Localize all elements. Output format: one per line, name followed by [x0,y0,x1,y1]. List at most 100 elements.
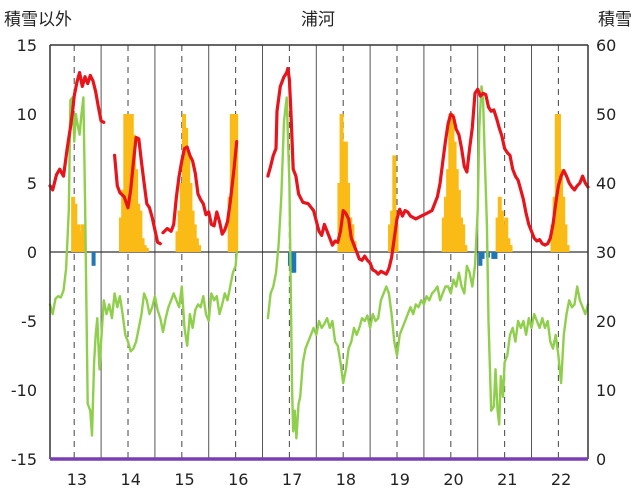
bar-blue-5 [480,252,485,259]
bar-orange-2 [75,224,80,252]
bar-orange-53 [456,189,461,252]
bar-orange-57 [495,217,500,252]
chart-title: 浦河 [301,10,335,30]
bar-blue-2 [290,252,295,273]
left-tick-label-5: -10 [11,381,37,400]
bar-orange-64 [550,224,555,252]
bar-orange-14 [136,203,141,252]
bar-orange-15 [138,210,143,252]
bar-orange-3 [78,231,83,252]
bar-orange-58 [497,196,502,252]
x-tick-label-0: 13 [67,470,87,489]
bar-orange-43 [390,210,395,252]
series-red-line-2 [161,140,239,236]
bar-orange-1 [73,203,78,252]
bar-orange-0 [71,196,76,252]
bar-blue-0 [91,252,96,266]
bar-orange-66 [554,114,559,252]
bar-orange-52 [454,169,459,252]
bar-orange-21 [179,183,184,252]
left-axis-label: 積雪以外 [4,10,72,30]
bar-orange-4 [80,224,85,252]
right-tick-label-3: 30 [596,243,616,262]
bar-orange-28 [194,238,199,252]
bar-orange-36 [341,141,346,252]
series-red-line-0 [48,71,106,192]
left-tick-label-1: 10 [17,105,37,124]
bar-blue-7 [491,252,496,259]
bar-blue-4 [478,252,483,266]
bar-orange-33 [234,114,239,252]
bar-orange-59 [499,210,504,252]
right-axis-label: 積雪 [598,10,632,30]
bar-orange-18 [144,247,149,252]
bar-orange-50 [450,114,455,252]
x-tick-label-9: 22 [551,470,571,489]
left-tick-label-3: 0 [27,243,37,262]
x-tick-label-3: 16 [228,470,248,489]
left-tick-label-6: -15 [11,450,37,469]
bar-orange-65 [552,196,557,252]
right-tick-label-1: 50 [596,105,616,124]
bar-orange-69 [561,196,566,252]
x-tick-label-2: 15 [174,470,194,489]
bar-orange-48 [446,169,451,252]
left-tick-label-0: 15 [17,36,37,55]
bar-orange-54 [459,217,464,252]
bar-orange-26 [190,210,195,252]
bar-orange-25 [188,183,193,252]
bar-orange-30 [227,196,232,252]
series-red-line-3 [266,66,590,276]
bar-orange-16 [140,238,145,252]
bar-orange-68 [559,169,564,252]
bar-orange-71 [565,245,570,252]
x-tick-label-6: 19 [390,470,410,489]
bar-orange-29 [197,245,202,252]
bar-orange-51 [452,141,457,252]
right-tick-label-6: 0 [596,450,606,469]
x-tick-label-1: 14 [121,470,141,489]
bar-orange-20 [177,210,182,252]
line-layer [48,66,590,440]
series-red-line-1 [113,135,162,246]
bar-orange-49 [448,114,453,252]
bar-orange-13 [134,169,139,252]
bar-orange-70 [563,224,568,252]
bar-orange-19 [175,231,180,252]
bar-orange-9 [125,114,130,252]
left-tick-label-4: -5 [21,312,37,331]
bar-orange-60 [502,224,507,252]
right-tick-label-4: 20 [596,312,616,331]
series-green-line-0 [48,96,238,437]
bar-orange-37 [343,141,348,252]
bar-orange-7 [121,189,126,252]
bar-orange-10 [127,114,132,252]
x-tick-label-5: 18 [336,470,356,489]
bar-orange-45 [394,224,399,252]
left-tick-label-2: 5 [27,174,37,193]
right-tick-label-0: 60 [596,36,616,55]
bar-orange-56 [463,245,468,252]
bar-orange-46 [441,217,446,252]
bar-orange-12 [131,134,136,252]
bar-blue-3 [292,252,297,273]
series-green-line-1 [266,85,590,440]
bar-orange-34 [337,183,342,252]
bar-orange-42 [388,224,393,252]
bar-orange-22 [181,114,186,252]
bar-orange-24 [186,155,191,252]
right-tick-label-2: 40 [596,174,616,193]
bar-blue-8 [493,252,498,259]
bar-orange-8 [123,114,128,252]
x-tick-label-8: 21 [497,470,517,489]
bar-orange-44 [392,155,397,252]
x-tick-label-7: 20 [443,470,463,489]
bar-orange-27 [192,224,197,252]
bar-orange-17 [142,245,147,252]
right-tick-label-5: 10 [596,381,616,400]
bar-orange-55 [461,224,466,252]
bar-orange-6 [119,217,124,252]
bar-orange-63 [508,245,513,252]
